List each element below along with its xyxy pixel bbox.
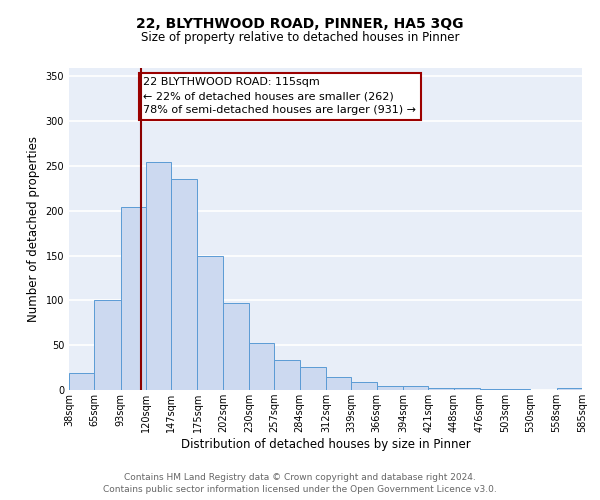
X-axis label: Distribution of detached houses by size in Pinner: Distribution of detached houses by size … xyxy=(181,438,470,451)
Bar xyxy=(403,386,428,390)
Text: Size of property relative to detached houses in Pinner: Size of property relative to detached ho… xyxy=(141,31,459,44)
Bar xyxy=(300,366,326,390)
Bar xyxy=(505,389,530,390)
Bar xyxy=(428,388,454,390)
Bar xyxy=(197,256,223,390)
Bar xyxy=(274,360,300,390)
Bar xyxy=(171,178,197,390)
Y-axis label: Number of detached properties: Number of detached properties xyxy=(27,136,40,322)
Bar xyxy=(249,342,274,390)
Bar xyxy=(69,373,94,390)
Text: 22 BLYTHWOOD ROAD: 115sqm
← 22% of detached houses are smaller (262)
78% of semi: 22 BLYTHWOOD ROAD: 115sqm ← 22% of detac… xyxy=(143,77,416,115)
Bar xyxy=(454,388,480,390)
Bar xyxy=(223,303,249,390)
Bar xyxy=(351,382,377,390)
Bar xyxy=(557,388,582,390)
Bar xyxy=(146,162,171,390)
Bar xyxy=(377,386,403,390)
Bar xyxy=(121,207,146,390)
Bar xyxy=(480,389,505,390)
Bar xyxy=(326,376,351,390)
Bar xyxy=(94,300,121,390)
Text: Contains HM Land Registry data © Crown copyright and database right 2024.
Contai: Contains HM Land Registry data © Crown c… xyxy=(103,472,497,494)
Text: 22, BLYTHWOOD ROAD, PINNER, HA5 3QG: 22, BLYTHWOOD ROAD, PINNER, HA5 3QG xyxy=(136,18,464,32)
